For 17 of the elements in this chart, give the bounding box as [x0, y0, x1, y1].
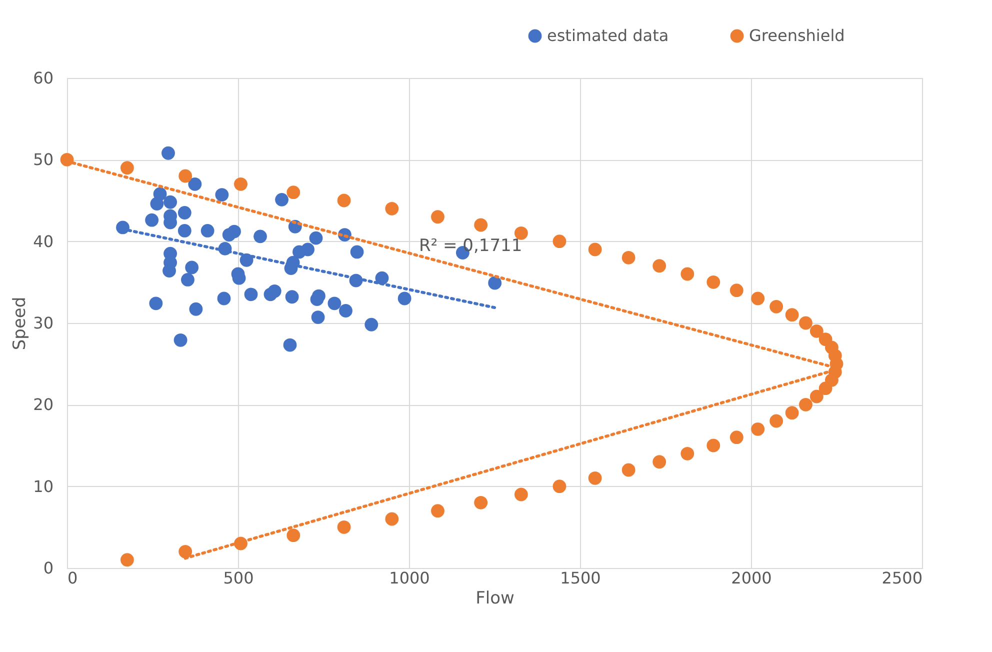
x-axis-title: Flow — [476, 588, 514, 608]
x-tick-label: 2500 — [882, 568, 922, 588]
y-tick-label: 20 — [33, 395, 54, 414]
x-tick-label: 2000 — [731, 568, 772, 588]
y-tick-label: 60 — [33, 68, 54, 88]
x-tick-label: 1000 — [389, 568, 430, 588]
y-axis-title: Speed — [10, 296, 30, 350]
x-tick-label: 0 — [68, 568, 78, 588]
annotation: R² = 0,1711 — [419, 236, 522, 256]
y-tick-label: 50 — [33, 150, 54, 170]
y-tick-label: 40 — [33, 232, 54, 251]
y-tick-label: 30 — [33, 314, 54, 332]
x-tick-label: 1500 — [560, 568, 601, 588]
y-tick-label: 10 — [33, 476, 54, 496]
x-tick-label: 500 — [223, 568, 254, 588]
legend-label: Greenshield — [749, 26, 845, 45]
legend-label: estimated data — [547, 26, 669, 45]
